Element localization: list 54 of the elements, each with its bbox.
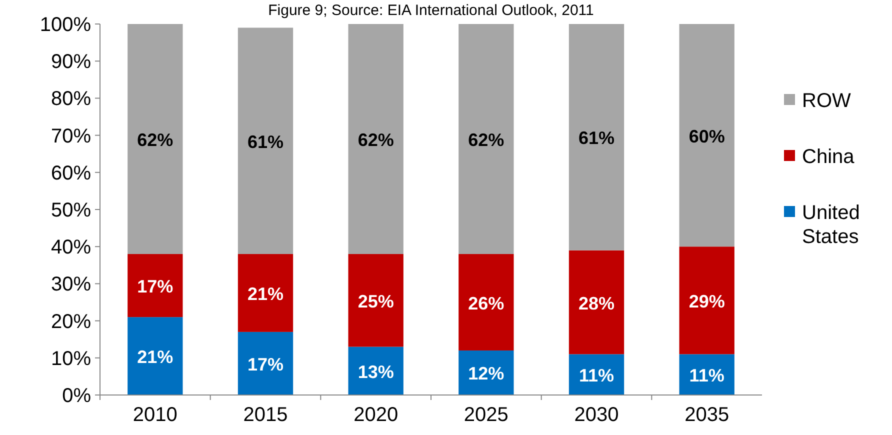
data-label: 62% [468, 130, 504, 150]
bar [679, 24, 734, 247]
x-tick-label: 2020 [354, 404, 398, 426]
y-tick-label: 80% [50, 88, 92, 110]
y-tick-label: 10% [50, 348, 92, 370]
y-tick-label: 20% [50, 310, 92, 333]
legend-label: ROW [802, 90, 851, 112]
y-tick-label: 100% [40, 14, 92, 36]
bar [679, 246, 734, 354]
data-label: 29% [688, 291, 725, 312]
bar [568, 24, 624, 250]
bar [128, 254, 183, 318]
bar [458, 350, 514, 395]
x-tick-label: 2030 [574, 404, 619, 426]
bar [238, 28, 294, 254]
bar [458, 254, 514, 350]
data-label: 21% [247, 284, 284, 304]
y-tick-label: 0% [62, 385, 92, 407]
data-label: 26% [468, 293, 504, 314]
data-label: 11% [689, 366, 724, 386]
bar [128, 317, 183, 395]
y-tick-label: 30% [50, 274, 92, 296]
data-label: 25% [358, 291, 394, 312]
bar [568, 250, 624, 354]
data-label: 62% [358, 130, 394, 150]
bar [348, 24, 404, 254]
legend-label: China [802, 146, 856, 168]
y-tick-label: 40% [50, 236, 92, 259]
data-label: 21% [137, 347, 174, 368]
data-label: 62% [137, 130, 174, 150]
bar [238, 254, 294, 332]
data-label: 17% [247, 354, 284, 374]
bar [238, 332, 294, 395]
data-label: 12% [468, 364, 504, 384]
data-label: 61% [578, 128, 615, 148]
data-label: 61% [247, 132, 284, 152]
bar [458, 24, 514, 254]
x-tick-label: 2035 [684, 404, 730, 426]
y-tick-label: 60% [50, 162, 92, 184]
y-tick-label: 50% [50, 200, 92, 222]
bar [128, 24, 183, 254]
data-label: 60% [688, 126, 725, 146]
y-tick-label: 90% [50, 51, 92, 74]
x-tick-label: 2015 [243, 404, 288, 426]
chart-title: Figure 9; Source: EIA International Outlook, 2011 [268, 2, 594, 19]
x-tick-label: 2025 [464, 404, 508, 426]
data-label: 11% [578, 366, 614, 386]
bar [348, 254, 404, 347]
data-label: 17% [137, 276, 174, 297]
y-tick-label: 70% [50, 125, 92, 148]
data-label: 28% [578, 293, 615, 314]
data-label: 13% [358, 362, 394, 382]
legend-label: United States [802, 202, 860, 248]
x-tick-label: 2010 [132, 404, 178, 426]
